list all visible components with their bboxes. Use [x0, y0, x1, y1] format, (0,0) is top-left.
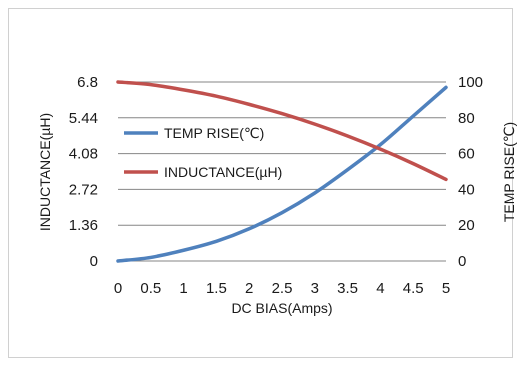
y-right-tick-label: 60: [458, 146, 475, 163]
x-tick-label: 2.5: [272, 280, 293, 297]
x-tick-label: 5: [442, 280, 450, 297]
gridlines: [118, 81, 446, 262]
series-line-inductance: [116, 80, 448, 182]
y-right-tick-label: 100: [458, 74, 483, 91]
y-left-axis-title: INDUCTANCE(µH): [37, 113, 53, 231]
series-line-temp-rise: [116, 85, 448, 263]
x-tick-label: 1.5: [206, 280, 227, 297]
y-right-tick-labels: 0 20 40 60 80 100: [458, 74, 483, 270]
y-left-tick-label: 2.72: [69, 181, 98, 198]
x-tick-label: 1: [179, 280, 187, 297]
y-left-tick-label: 6.8: [77, 74, 98, 91]
x-tick-label: 2: [245, 280, 253, 297]
y-right-axis-title: TEMP RISE(℃): [501, 122, 517, 222]
x-tick-labels: 0 0.5 1 1.5 2 2.5 3 3.5 4 4.5 5: [114, 280, 450, 297]
y-right-tick-label: 20: [458, 217, 475, 234]
x-tick-label: 3.5: [337, 280, 358, 297]
x-tick-label: 0: [114, 280, 122, 297]
y-left-tick-labels: 0 1.36 2.72 4.08 5.44 6.8: [69, 74, 98, 270]
legend-label-inductance: INDUCTANCE(µH): [164, 164, 282, 180]
x-tick-label: 4.5: [403, 280, 424, 297]
series-lines: [116, 80, 448, 263]
y-right-tick-label: 80: [458, 110, 475, 127]
legend-label-temp-rise: TEMP RISE(℃): [164, 125, 264, 141]
x-tick-label: 0.5: [140, 280, 161, 297]
x-tick-label: 3: [311, 280, 319, 297]
chart-frame: [8, 8, 513, 358]
y-right-tick-label: 0: [458, 253, 466, 270]
y-left-tick-label: 0: [90, 253, 98, 270]
x-axis-title: DC BIAS(Amps): [231, 300, 332, 316]
y-left-tick-label: 5.44: [69, 110, 98, 127]
y-right-tick-label: 40: [458, 181, 475, 198]
legend: TEMP RISE(℃) INDUCTANCE(µH): [124, 125, 282, 180]
y-left-tick-label: 4.08: [69, 146, 98, 163]
y-left-tick-label: 1.36: [69, 217, 98, 234]
x-tick-label: 4: [376, 280, 384, 297]
